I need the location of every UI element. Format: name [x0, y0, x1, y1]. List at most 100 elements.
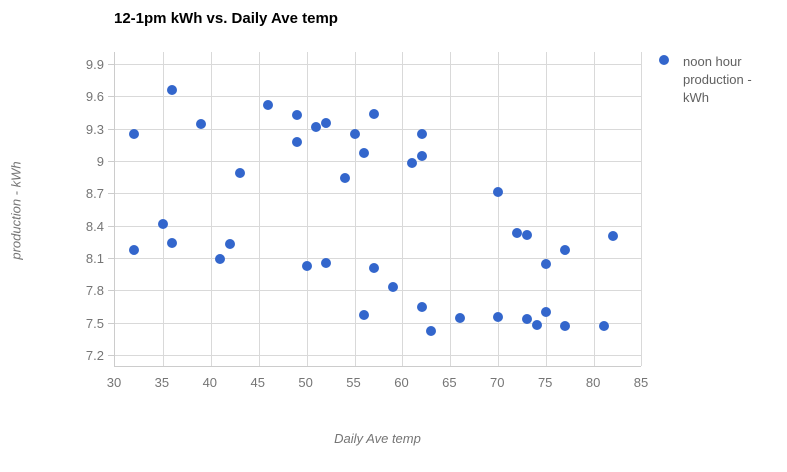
data-point[interactable] — [407, 158, 418, 169]
data-point[interactable] — [349, 129, 360, 140]
y-tick-mark — [108, 355, 114, 356]
data-point[interactable] — [541, 259, 552, 270]
y-tick-label: 9.3 — [85, 121, 104, 137]
data-point[interactable] — [416, 129, 427, 140]
data-point[interactable] — [359, 148, 370, 159]
y-tick-label: 9.9 — [85, 57, 104, 72]
data-point[interactable] — [416, 301, 427, 312]
data-point[interactable] — [339, 173, 350, 184]
y-tick-mark — [108, 96, 114, 98]
data-point[interactable] — [387, 282, 398, 293]
data-point[interactable] — [167, 84, 178, 95]
gridline-v — [498, 52, 500, 366]
gridline-v — [594, 52, 596, 366]
gridline-v — [210, 52, 212, 366]
data-point[interactable] — [292, 136, 303, 147]
gridline-h — [115, 225, 641, 227]
y-tick-mark — [108, 322, 114, 324]
chart-title: 12-1pm kWh vs. Daily Ave temp — [114, 10, 338, 27]
data-point[interactable] — [359, 310, 370, 321]
data-point[interactable] — [560, 245, 571, 256]
x-tick-label: 80 — [585, 375, 601, 390]
y-tick-mark — [108, 64, 114, 65]
x-tick-label: 60 — [394, 375, 409, 390]
data-point[interactable] — [234, 167, 245, 178]
gridline-v — [258, 52, 260, 366]
y-tick-label: 7.8 — [85, 283, 104, 299]
data-point[interactable] — [541, 306, 552, 317]
x-tick-label: 75 — [537, 375, 553, 390]
gridline-v — [641, 52, 642, 366]
y-tick-mark — [108, 258, 114, 259]
gridline-v — [402, 52, 404, 366]
data-point[interactable] — [196, 119, 207, 130]
gridline-h — [115, 64, 641, 65]
x-tick-label: 55 — [346, 375, 361, 390]
x-tick-label: 85 — [633, 375, 649, 390]
y-tick-mark — [108, 290, 114, 292]
data-point[interactable] — [320, 258, 331, 269]
y-axis-title: production - kWh — [8, 161, 24, 260]
data-point[interactable] — [560, 320, 571, 331]
data-point[interactable] — [522, 230, 533, 241]
data-point[interactable] — [224, 238, 235, 249]
data-point[interactable] — [522, 314, 533, 325]
x-axis-title: Daily Ave temp — [334, 431, 421, 446]
data-point[interactable] — [531, 319, 542, 330]
data-point[interactable] — [416, 150, 427, 161]
data-point[interactable] — [426, 326, 437, 337]
y-tick-mark — [108, 225, 114, 227]
y-tick-label: 8.7 — [85, 186, 104, 202]
gridline-h — [115, 128, 641, 130]
data-point[interactable] — [320, 118, 331, 129]
data-point[interactable] — [157, 218, 168, 229]
y-tick-mark — [108, 161, 114, 162]
data-point[interactable] — [454, 313, 465, 324]
x-tick-label: 45 — [250, 375, 265, 390]
data-point[interactable] — [368, 262, 379, 273]
gridline-h — [115, 258, 641, 259]
gridline-h — [115, 193, 641, 195]
gridline-v — [354, 52, 356, 366]
legend-label: noon hour production - kWh — [683, 54, 752, 105]
data-point[interactable] — [292, 109, 303, 120]
y-tick-label: 8.4 — [85, 218, 104, 234]
data-point[interactable] — [167, 237, 178, 248]
data-point[interactable] — [129, 245, 140, 256]
data-point[interactable] — [512, 228, 523, 239]
gridline-h — [115, 322, 641, 324]
gridline-h — [115, 290, 641, 292]
x-tick-label: 40 — [202, 375, 218, 390]
data-point[interactable] — [493, 187, 504, 198]
gridline-h — [115, 355, 641, 356]
data-point[interactable] — [368, 108, 379, 119]
gridline-v — [450, 52, 452, 366]
data-point[interactable] — [301, 260, 312, 271]
data-point[interactable] — [608, 231, 619, 242]
plot-area — [108, 52, 642, 367]
data-point[interactable] — [263, 99, 274, 110]
data-point[interactable] — [311, 121, 322, 132]
y-tick-label: 7.2 — [85, 348, 104, 363]
data-point[interactable] — [493, 312, 504, 323]
x-tick-label: 35 — [154, 375, 170, 390]
x-tick-label: 50 — [298, 375, 313, 390]
x-tick-label: 30 — [106, 375, 122, 390]
y-tick-mark — [108, 128, 114, 130]
data-point[interactable] — [598, 320, 609, 331]
legend-item[interactable]: noon hour production - kWh — [659, 53, 769, 107]
y-tick-label: 7.5 — [85, 315, 104, 331]
y-tick-label: 8.1 — [85, 251, 104, 266]
y-tick-label: 9 — [96, 154, 104, 169]
x-tick-label: 70 — [490, 375, 505, 390]
x-tick-label: 65 — [442, 375, 457, 390]
gridline-h — [115, 161, 641, 162]
y-tick-label: 9.6 — [85, 89, 104, 105]
data-point[interactable] — [215, 254, 226, 265]
y-tick-mark — [108, 193, 114, 195]
gridline-h — [115, 96, 641, 98]
gridline-v — [306, 52, 308, 366]
data-point[interactable] — [129, 129, 140, 140]
gridline-v — [546, 52, 548, 366]
